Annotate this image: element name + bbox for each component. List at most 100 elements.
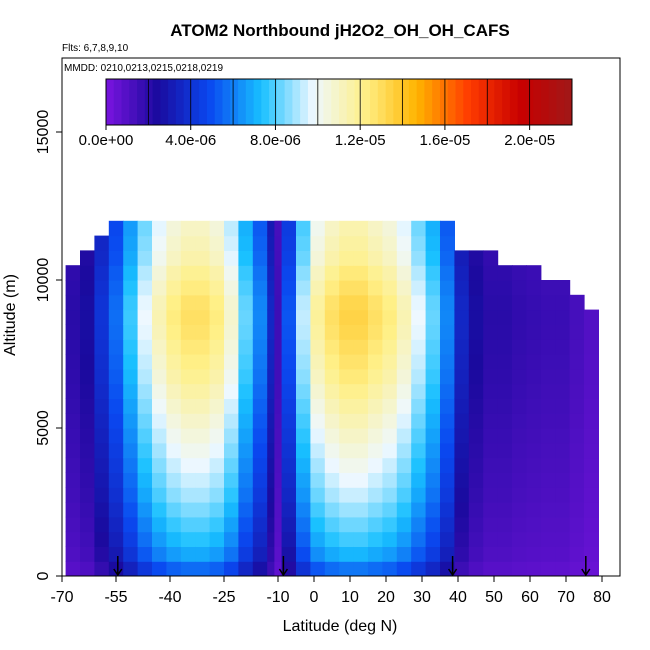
- y-tick-label: 0: [35, 571, 52, 580]
- heatmap-cell: [483, 250, 499, 266]
- colorbar-segment: [238, 79, 247, 125]
- heatmap-cell: [238, 561, 254, 576]
- heatmap-cell: [310, 280, 326, 296]
- heatmap-cell: [137, 413, 153, 429]
- heatmap-cell: [396, 265, 412, 281]
- heatmap-cell: [238, 339, 254, 355]
- heatmap-cell: [94, 457, 110, 473]
- heatmap-cell: [368, 516, 383, 533]
- heatmap-cell: [368, 339, 383, 355]
- heatmap-cell: [497, 398, 513, 414]
- heatmap-cell: [152, 250, 167, 266]
- heatmap-cell: [555, 309, 571, 325]
- colorbar-segment: [401, 79, 410, 125]
- heatmap-cell: [80, 561, 95, 576]
- heatmap-cell: [108, 383, 124, 399]
- heatmap-cell: [238, 502, 254, 518]
- heatmap-cell: [180, 457, 196, 473]
- colorbar-segment: [121, 79, 130, 125]
- heatmap-cell: [540, 339, 556, 355]
- heatmap-cell: [180, 472, 196, 488]
- heatmap-cell: [425, 265, 441, 281]
- heatmap-cell: [166, 235, 182, 251]
- heatmap-cell: [94, 472, 110, 488]
- heatmap-cell: [425, 280, 441, 296]
- heatmap-cell: [310, 487, 326, 503]
- heatmap-cell: [440, 265, 455, 281]
- heatmap-cell: [108, 413, 124, 429]
- heatmap-cell: [512, 368, 527, 385]
- heatmap-cell: [152, 516, 167, 533]
- heatmap-cell: [411, 457, 427, 473]
- heatmap-cell: [252, 280, 268, 296]
- heatmap-cell: [396, 339, 412, 355]
- heatmap-cell: [339, 561, 355, 576]
- heatmap-cell: [252, 398, 268, 414]
- heatmap-cell: [396, 502, 412, 518]
- heatmap-cell: [296, 413, 311, 429]
- heatmap-cell: [310, 265, 326, 281]
- heatmap-cell: [411, 220, 427, 237]
- heatmap-cell: [166, 294, 182, 311]
- heatmap-cell: [238, 413, 254, 429]
- heatmap-cell: [195, 561, 211, 576]
- heatmap-cell: [526, 487, 542, 503]
- heatmap-cell: [65, 368, 81, 385]
- heatmap-cell: [94, 294, 110, 311]
- heatmap-cell: [353, 502, 369, 518]
- heatmap-cell: [569, 309, 585, 325]
- heatmap-cell: [368, 280, 383, 296]
- heatmap-cell: [512, 531, 527, 547]
- heatmap-cell: [94, 265, 110, 281]
- heatmap-cell: [324, 442, 340, 459]
- heatmap-cell: [324, 398, 340, 414]
- heatmap-cell: [94, 413, 110, 429]
- colorbar-segment: [214, 79, 223, 125]
- heatmap-cell: [65, 502, 81, 518]
- heatmap-cell: [324, 294, 340, 311]
- heatmap-cell: [123, 561, 139, 576]
- heatmap-cell: [224, 516, 239, 533]
- heatmap-cell: [584, 383, 599, 399]
- heatmap-cell: [166, 280, 182, 296]
- heatmap-cell: [555, 413, 571, 429]
- heatmap-cell: [483, 502, 499, 518]
- heatmap-cell: [152, 457, 167, 473]
- heatmap-cell: [512, 442, 527, 459]
- heatmap-cell: [440, 354, 455, 370]
- heatmap-cell: [324, 383, 340, 399]
- heatmap-cell: [180, 442, 196, 459]
- heatmap-cell: [281, 309, 297, 325]
- heatmap-cell: [411, 531, 427, 547]
- heatmap-cell: [123, 398, 139, 414]
- heatmap-cell: [180, 354, 196, 370]
- colorbar-segment: [331, 79, 340, 125]
- heatmap-cell: [526, 339, 542, 355]
- heatmap-cell: [123, 428, 139, 444]
- heatmap-cell: [555, 457, 571, 473]
- colorbar-tick-label: 1.2e-05: [335, 132, 386, 149]
- heatmap-cell: [166, 457, 182, 473]
- heatmap-cell: [180, 309, 196, 325]
- heatmap-cell: [166, 487, 182, 503]
- heatmap-cell: [108, 294, 124, 311]
- heatmap-cell: [137, 561, 153, 576]
- heatmap-cell: [94, 368, 110, 385]
- heatmap-cell: [339, 280, 355, 296]
- heatmap-cell: [468, 442, 484, 459]
- heatmap-cell: [497, 502, 513, 518]
- heatmap-cell: [425, 457, 441, 473]
- x-tick-label: -70: [50, 589, 73, 606]
- heatmap-cell: [512, 502, 527, 518]
- heatmap-cell: [209, 487, 225, 503]
- heatmap-layer: [65, 220, 599, 576]
- heatmap-cell: [252, 250, 268, 266]
- heatmap-cell: [108, 309, 124, 325]
- heatmap-cell: [166, 561, 182, 576]
- heatmap-cell: [166, 368, 182, 385]
- heatmap-cell: [152, 294, 167, 311]
- heatmap-cell: [224, 235, 239, 251]
- heatmap-cell: [454, 354, 470, 370]
- heatmap-cell: [540, 383, 556, 399]
- heatmap-cell: [123, 339, 139, 355]
